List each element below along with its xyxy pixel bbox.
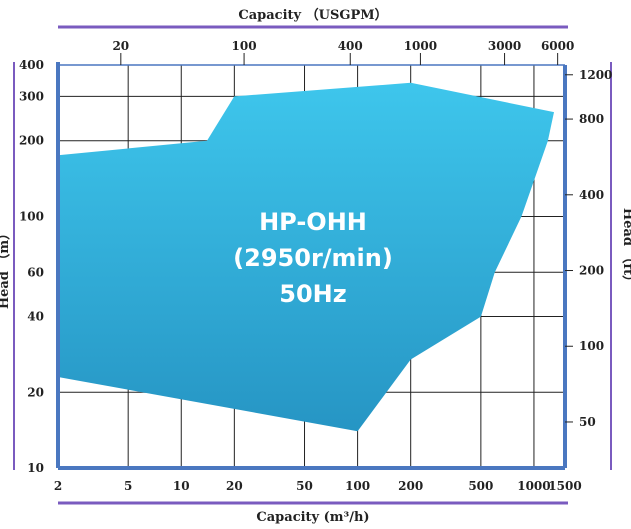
x-bottom-tick-label: 10 xyxy=(173,479,190,493)
x-bottom-tick-label: 1000 xyxy=(517,479,550,493)
x-bottom-tick-label: 5 xyxy=(124,479,132,493)
y-left-tick-label: 400 xyxy=(19,58,44,72)
x-bottom-tick-label: 50 xyxy=(296,479,313,493)
region-label: HP-OHH (2950r/min) 50Hz xyxy=(233,208,393,308)
x-top-tick-label: 400 xyxy=(338,39,363,53)
left-axis-title: Head （m） xyxy=(0,227,12,309)
x-top-tick-label: 6000 xyxy=(541,39,574,53)
x-bottom-tick-label: 1500 xyxy=(548,479,581,493)
y-left-tick-label: 20 xyxy=(27,385,44,399)
x-bottom-tick-label: 20 xyxy=(226,479,243,493)
y-left-tick-label: 200 xyxy=(19,134,44,148)
y-left-tick-label: 60 xyxy=(27,265,44,279)
y-left-tick-label: 40 xyxy=(27,310,44,324)
x-bottom-tick-label: 200 xyxy=(398,479,423,493)
x-bottom-tick-label: 100 xyxy=(345,479,370,493)
x-top-tick-label: 1000 xyxy=(404,39,437,53)
y-right-tick-label: 50 xyxy=(579,415,596,429)
y-right-tick-label: 400 xyxy=(579,188,604,202)
x-bottom-tick-label: 500 xyxy=(468,479,493,493)
y-right-tick-label: 200 xyxy=(579,264,604,278)
region-label-line-2: (2950r/min) xyxy=(233,244,393,272)
x-top-tick-label: 100 xyxy=(232,39,257,53)
y-right-tick-label: 800 xyxy=(579,112,604,126)
region-label-line-1: HP-OHH xyxy=(259,208,367,236)
x-top-tick-label: 3000 xyxy=(488,39,521,53)
x-top-tick-label: 20 xyxy=(112,39,129,53)
y-left-tick-label: 10 xyxy=(27,461,44,475)
y-right-tick-label: 100 xyxy=(579,339,604,353)
y-right-tick-label: 1200 xyxy=(579,68,612,82)
region-label-line-3: 50Hz xyxy=(279,280,346,308)
operating-region xyxy=(58,82,554,432)
top-axis-title: Capacity （USGPM） xyxy=(238,7,387,23)
y-left-tick-label: 300 xyxy=(19,89,44,103)
x-bottom-tick-label: 2 xyxy=(54,479,62,493)
y-left-tick-label: 100 xyxy=(19,209,44,223)
bottom-axis-title: Capacity (m³/h) xyxy=(256,510,369,525)
axes xyxy=(56,53,573,470)
right-axis-title: Head （ft） xyxy=(620,208,631,288)
